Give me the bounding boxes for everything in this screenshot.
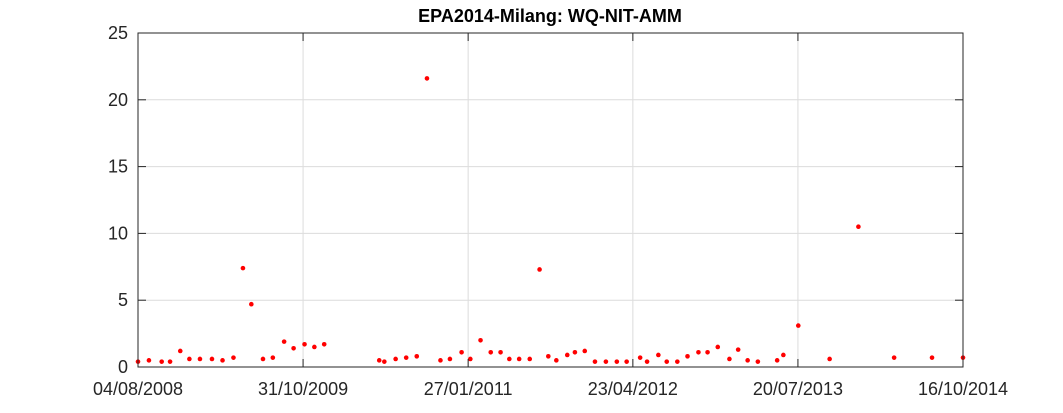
data-point: [240, 265, 246, 271]
data-point: [507, 356, 512, 362]
data-point: [727, 356, 732, 362]
data-point: [488, 350, 494, 355]
data-point: [554, 358, 559, 363]
data-point: [197, 356, 203, 362]
data-point: [321, 341, 327, 347]
data-point: [527, 356, 533, 362]
y-tick-labels: 0 5 10 15 20 25: [108, 23, 128, 377]
data-point: [231, 355, 236, 360]
data-point: [270, 355, 276, 360]
data-point: [664, 359, 670, 364]
axis-ticks: [137, 32, 964, 368]
data-point: [675, 359, 680, 364]
data-point: [424, 76, 430, 81]
data-point: [403, 355, 409, 360]
data-point: [929, 355, 935, 360]
data-point: [546, 354, 551, 359]
data-point: [209, 356, 215, 362]
data-point: [187, 356, 192, 362]
data-point: [891, 355, 897, 360]
data-point: [624, 359, 629, 364]
data-point: [705, 350, 710, 355]
plot-background: [138, 33, 963, 367]
data-point: [459, 350, 464, 355]
data-point: [167, 359, 173, 364]
data-point: [438, 358, 443, 363]
data-point: [564, 352, 570, 358]
data-point: [393, 356, 398, 362]
data-point: [715, 344, 721, 350]
data-point: [572, 350, 578, 355]
data-point: [685, 354, 690, 359]
data-point: [735, 347, 741, 352]
grid: [138, 33, 963, 367]
data-point: [478, 337, 483, 343]
data-point: [745, 358, 750, 363]
data-point: [146, 358, 152, 363]
data-point: [614, 359, 620, 364]
data-point: [696, 350, 701, 355]
y-tick-label: 10: [108, 223, 128, 243]
x-tick-label: 20/07/2013: [753, 379, 843, 399]
data-point: [856, 224, 861, 230]
data-point: [447, 356, 453, 362]
y-tick-label: 0: [118, 357, 128, 377]
data-point: [281, 339, 287, 344]
y-tick-label: 25: [108, 23, 128, 43]
data-point: [220, 358, 225, 363]
data-point: [592, 359, 598, 364]
data-point: [774, 358, 780, 363]
data-point: [302, 341, 307, 347]
data-point: [644, 359, 650, 364]
chart-title: EPA2014-Milang: WQ-NIT-AMM: [418, 6, 682, 26]
data-point: [414, 354, 420, 359]
y-tick-label: 5: [118, 290, 128, 310]
x-tick-label: 04/08/2008: [93, 379, 183, 399]
data-point: [498, 350, 503, 355]
plot-frame: [137, 32, 964, 368]
data-point: [159, 359, 164, 364]
data-point: [656, 352, 661, 358]
data-point: [755, 359, 761, 364]
data-point: [312, 344, 317, 350]
data-points: [135, 76, 966, 364]
data-point: [537, 267, 542, 272]
data-point: [637, 355, 643, 360]
data-point: [468, 356, 473, 362]
data-point: [795, 323, 801, 328]
data-point: [781, 352, 786, 358]
x-tick-label: 16/10/2014: [918, 379, 1008, 399]
data-point: [260, 356, 266, 362]
data-point: [827, 356, 832, 362]
data-point: [291, 345, 296, 351]
y-tick-label: 15: [108, 157, 128, 177]
x-tick-label: 27/01/2011: [424, 379, 513, 399]
data-point: [177, 348, 183, 354]
x-tick-label: 23/04/2012: [588, 379, 678, 399]
x-tick-labels: 04/08/2008 31/10/2009 27/01/2011 23/04/2012…: [93, 379, 1008, 399]
data-point: [603, 359, 609, 364]
data-point: [582, 348, 588, 354]
y-tick-label: 20: [108, 90, 128, 110]
data-point: [382, 359, 387, 364]
data-point: [249, 301, 254, 307]
data-point: [376, 358, 382, 363]
x-tick-label: 31/10/2009: [258, 379, 348, 399]
data-point: [516, 356, 522, 362]
